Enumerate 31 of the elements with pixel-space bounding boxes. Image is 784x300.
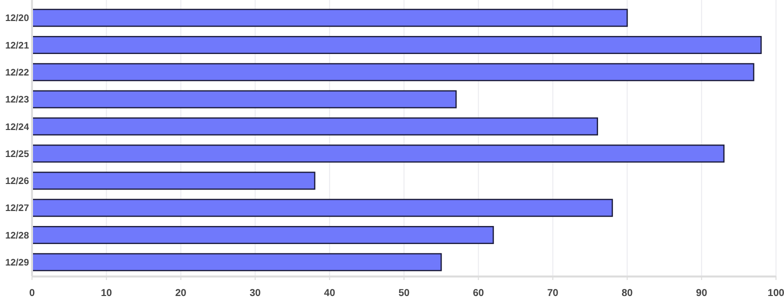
y-tick-label: 12/24 — [5, 122, 30, 133]
y-tick-label: 12/23 — [5, 94, 29, 106]
bar — [31, 226, 494, 244]
y-tick-label: 12/22 — [5, 67, 29, 78]
bar — [31, 90, 457, 108]
bar — [31, 63, 754, 82]
y-tick-label: 12/26 — [5, 176, 29, 188]
y-tick-label: 12/28 — [5, 230, 29, 242]
bar — [31, 253, 442, 272]
bar — [31, 36, 762, 54]
x-tick-label: 60 — [472, 288, 484, 299]
x-tick-label: 0 — [29, 288, 36, 299]
bar — [31, 172, 316, 190]
x-tick-label: 30 — [250, 288, 262, 299]
y-tick-label: 12/20 — [5, 13, 29, 24]
x-tick-label: 40 — [324, 288, 336, 299]
bar — [31, 198, 613, 217]
x-tick-label: 100 — [768, 288, 784, 299]
x-tick-label: 50 — [398, 288, 410, 299]
y-tick-label: 12/29 — [5, 257, 29, 268]
y-tick-label: 12/21 — [5, 40, 30, 52]
x-tick-label: 10 — [100, 288, 112, 299]
x-tick-label: 70 — [547, 288, 559, 299]
x-tick-label: 80 — [622, 288, 634, 299]
y-tick-label: 12/25 — [5, 148, 30, 160]
bar — [31, 117, 598, 136]
bar — [31, 8, 628, 27]
y-tick-label: 12/27 — [5, 203, 29, 214]
x-tick-label: 20 — [175, 288, 187, 299]
bar — [31, 144, 725, 163]
x-tick-label: 90 — [696, 288, 708, 299]
